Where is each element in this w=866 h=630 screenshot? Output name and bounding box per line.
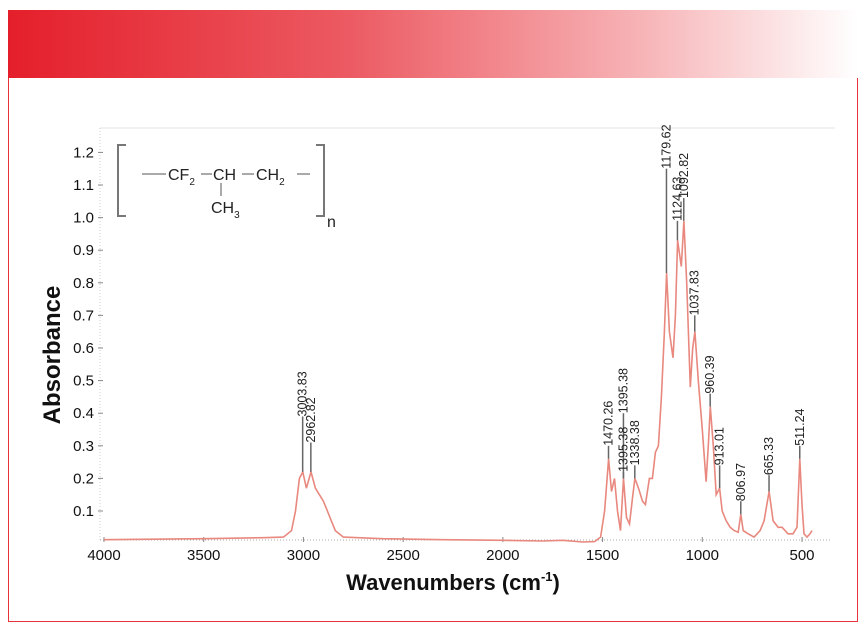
peak-label: 913.01	[713, 427, 727, 465]
x-tick-label: 3000	[287, 547, 320, 564]
polymer-structure: CF2 CH CH2 CH3 n	[117, 144, 336, 231]
peak-label: 806.97	[734, 463, 748, 501]
svg-text:CF2: CF2	[168, 167, 195, 188]
y-tick-label: 1.1	[73, 177, 94, 194]
peak-label: 511.24	[793, 408, 807, 445]
peak-label: 1179.62	[659, 124, 673, 168]
peak-label: 2962.82	[304, 397, 318, 442]
x-axis-label: Wavenumbers (cm-1)	[346, 569, 560, 595]
x-tick-label: 1500	[586, 547, 619, 564]
y-tick-label: 0.1	[73, 503, 94, 520]
x-tick-label: 3500	[187, 547, 220, 564]
y-tick-label: 0.3	[73, 438, 94, 455]
x-tick-label: 2000	[486, 547, 519, 564]
y-tick-label: 0.5	[73, 373, 94, 390]
cf-group: CF	[168, 167, 190, 184]
y-tick-label: 1.0	[73, 210, 94, 227]
spectrum-line	[103, 220, 813, 543]
svg-text:CH2: CH2	[256, 167, 285, 188]
ch2-group: CH	[256, 167, 279, 184]
y-tick-label: 0.4	[73, 405, 94, 422]
peak-label: 1338.38	[628, 420, 642, 465]
y-axis-label: Absorbance	[39, 286, 66, 425]
x-tick-label: 4000	[87, 547, 120, 564]
x-tick-label: 500	[789, 547, 814, 564]
repeat-n: n	[327, 214, 336, 231]
right-bracket	[316, 144, 325, 217]
ch-group: CH	[213, 167, 236, 184]
header-banner	[8, 10, 858, 78]
ch3-group: CH	[211, 200, 234, 217]
peak-label: 1470.26	[602, 401, 616, 446]
left-bracket	[117, 144, 126, 217]
peak-label: 665.33	[762, 437, 776, 475]
y-tick-label: 0.9	[73, 242, 94, 259]
peak-label: 960.39	[703, 355, 717, 393]
peak-label: 1395.38	[616, 427, 630, 472]
peak-label: 1037.83	[688, 270, 702, 315]
y-tick-label: 0.2	[73, 470, 94, 487]
peak-label: 3003.83	[296, 371, 310, 416]
axes: 4000 3500 3000 2500 2000 1500 1000 500 0.1 0.2 0.3…	[73, 127, 835, 564]
y-tick-label: 1.2	[73, 144, 94, 161]
x-tick-label: 1000	[686, 547, 719, 564]
y-tick-label: 0.6	[73, 340, 94, 357]
x-tick-label: 2500	[386, 547, 419, 564]
peak-label: 1395.38	[616, 368, 630, 413]
figure-frame	[8, 78, 858, 622]
peak-label: 1124.63	[670, 177, 684, 221]
y-tick-label: 0.7	[73, 307, 94, 324]
svg-text:CH3: CH3	[211, 200, 240, 221]
peak-label: 1092.82	[677, 153, 691, 198]
y-tick-label: 0.8	[73, 275, 94, 292]
